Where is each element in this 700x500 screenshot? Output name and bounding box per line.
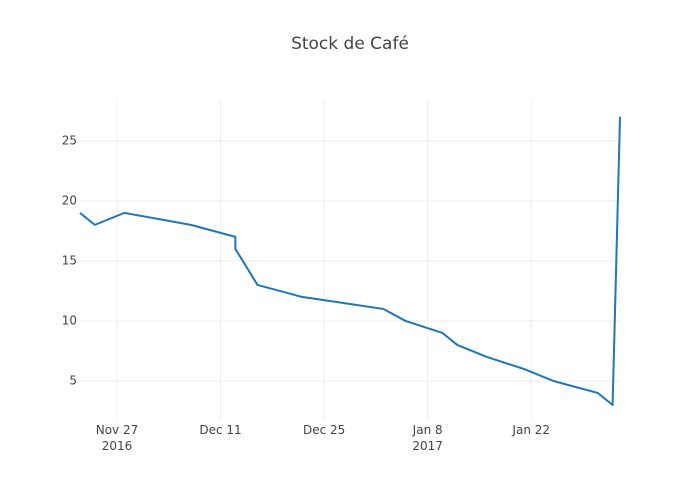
y-tick-label: 5 <box>69 373 77 387</box>
x-tick-label: Jan 22 <box>512 423 551 437</box>
y-tick-label: 20 <box>62 193 77 207</box>
y-tick-label: 15 <box>62 253 77 267</box>
x-tick-label: Jan 8 2017 <box>412 423 443 453</box>
x-tick-label: Dec 25 <box>302 423 346 437</box>
x-tick-label: Nov 27 2016 <box>95 423 139 453</box>
y-tick-label: 10 <box>62 313 77 327</box>
y-tick-label: 25 <box>62 133 77 147</box>
data-line <box>79 116 621 406</box>
x-tick-label: Dec 11 <box>199 423 242 437</box>
chart-title: Stock de Café <box>291 34 409 54</box>
